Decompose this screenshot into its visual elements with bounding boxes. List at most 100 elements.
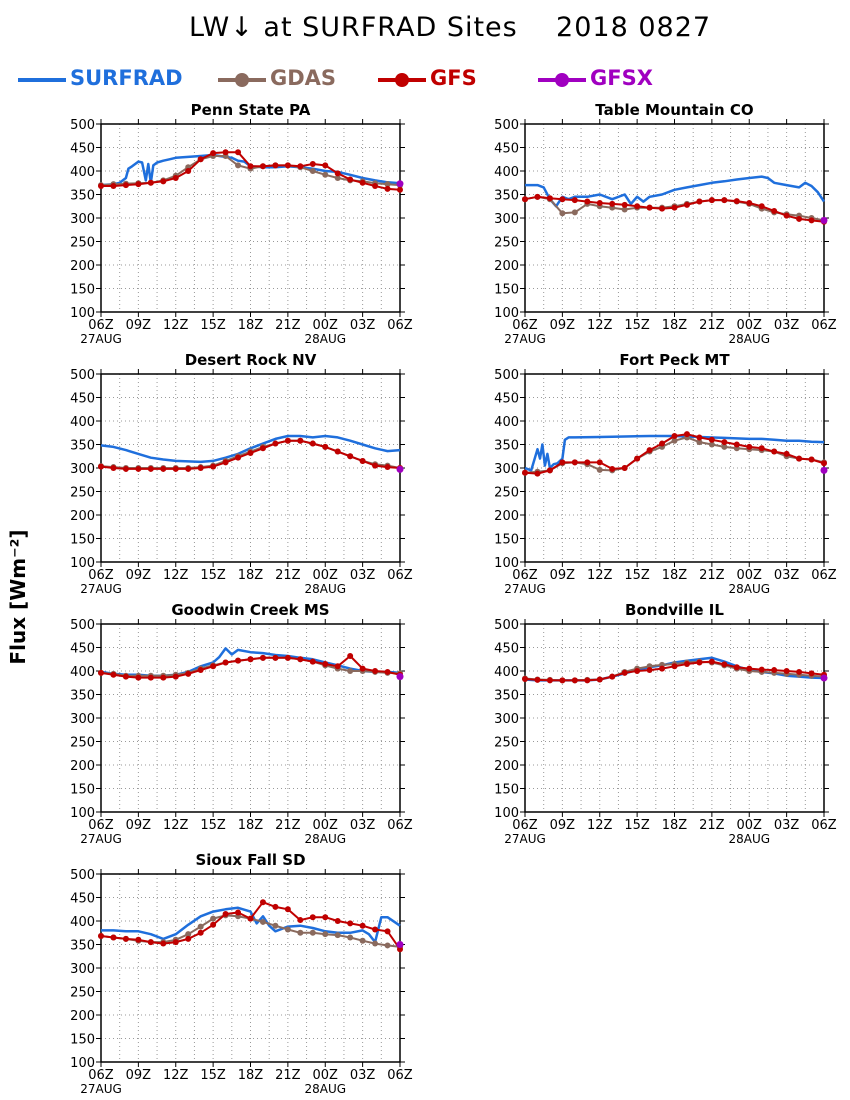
- data-point-gfs: [771, 667, 778, 674]
- y-tick-label: 200: [70, 509, 95, 524]
- data-point-gdas: [235, 162, 242, 169]
- x-tick-label: 18Z: [662, 318, 688, 333]
- x-date-label: 27AUG: [80, 582, 122, 596]
- data-point-gfs: [347, 920, 354, 927]
- legend-item-surfrad: SURFRAD: [18, 66, 208, 94]
- data-point-gfs: [297, 656, 304, 663]
- data-point-gfs: [534, 470, 541, 477]
- y-tick-label: 500: [70, 118, 95, 133]
- data-point-gfs: [147, 179, 154, 186]
- x-date-label: 27AUG: [80, 1082, 122, 1096]
- data-point-gfs: [609, 465, 616, 472]
- data-point-gfs: [771, 207, 778, 214]
- series-line-surfrad: [525, 175, 826, 208]
- data-point-gfs: [372, 183, 379, 190]
- data-point-gfs: [297, 917, 304, 924]
- data-point-gfs: [210, 463, 217, 470]
- x-tick-label: 15Z: [200, 1068, 226, 1083]
- x-tick-label: 06Z: [512, 568, 538, 583]
- x-date-label: 27AUG: [504, 332, 546, 346]
- data-point-gfs: [222, 910, 229, 917]
- data-point-gfs: [771, 448, 778, 455]
- data-point-gfs: [110, 183, 117, 190]
- data-point-gfsx: [820, 466, 828, 474]
- data-point-gfs: [185, 168, 192, 174]
- data-point-gdas: [272, 922, 279, 929]
- y-tick-label: 100: [70, 1056, 95, 1071]
- data-point-gfs: [297, 437, 304, 444]
- x-date-label: 28AUG: [304, 832, 346, 846]
- panel-title: Penn State PA: [191, 101, 311, 119]
- data-point-gdas: [309, 168, 316, 174]
- y-tick-label: 200: [494, 509, 519, 524]
- panel-sioux-fall-sd: Sioux Fall SD 100 150 200 250 300 350 400 450 500…: [70, 851, 413, 1096]
- y-tick-label: 350: [70, 939, 95, 954]
- data-point-gfs: [359, 457, 366, 464]
- data-point-gfs: [746, 199, 753, 206]
- y-tick-label: 250: [70, 736, 95, 751]
- x-tick-label: 12Z: [163, 1068, 189, 1083]
- data-point-gfs: [384, 928, 391, 935]
- x-tick-label: 03Z: [774, 818, 800, 833]
- data-point-gfs: [160, 178, 167, 185]
- data-point-gfs: [259, 654, 266, 661]
- data-point-gfs: [646, 667, 653, 674]
- data-point-gfs: [721, 439, 728, 446]
- x-tick-label: 21Z: [275, 818, 301, 833]
- panel-fort-peck-mt: Fort Peck MT 100 150 200 250 300 350 400 450 500 0…: [494, 351, 837, 596]
- x-tick-label: 15Z: [624, 568, 650, 583]
- y-tick-label: 500: [70, 868, 95, 883]
- data-point-gfs: [696, 659, 703, 666]
- data-point-gfs: [596, 676, 603, 683]
- data-point-gdas: [696, 439, 703, 446]
- data-point-gfs: [683, 431, 690, 438]
- data-point-gfs: [122, 673, 129, 680]
- panel-title: Desert Rock NV: [185, 351, 317, 369]
- data-point-gfs: [309, 160, 316, 167]
- data-point-gfs: [522, 675, 528, 682]
- x-date-label: 28AUG: [304, 1082, 346, 1096]
- data-point-gfs: [284, 162, 291, 169]
- data-point-gfs: [758, 445, 765, 452]
- x-tick-label: 12Z: [163, 568, 189, 583]
- data-point-gfs: [235, 909, 242, 916]
- data-point-gfs: [696, 198, 703, 205]
- data-point-gdas: [210, 915, 217, 922]
- x-tick-label: 03Z: [350, 568, 376, 583]
- data-point-gfs: [185, 670, 192, 677]
- data-point-gfs: [135, 674, 142, 681]
- x-tick-label: 15Z: [200, 568, 226, 583]
- x-date-label: 28AUG: [728, 332, 770, 346]
- panel-title: Bondville IL: [625, 601, 724, 619]
- legend-label-gfsx: GFSX: [590, 66, 653, 90]
- data-point-gdas: [708, 441, 715, 448]
- y-tick-label: 500: [494, 618, 519, 633]
- data-point-gfs: [397, 186, 403, 193]
- x-tick-label: 00Z: [313, 568, 339, 583]
- x-tick-label: 15Z: [200, 818, 226, 833]
- data-point-gfs: [372, 462, 379, 469]
- y-tick-label: 200: [70, 1009, 95, 1024]
- y-tick-label: 100: [494, 556, 519, 571]
- x-date-label: 27AUG: [80, 832, 122, 846]
- data-point-gfs: [783, 212, 790, 219]
- x-tick-label: 12Z: [163, 318, 189, 333]
- x-tick-label: 09Z: [126, 1068, 152, 1083]
- data-point-gfs: [222, 459, 229, 466]
- data-point-gfs: [272, 903, 279, 910]
- data-point-gfs: [160, 465, 167, 472]
- data-point-gfs: [272, 440, 279, 447]
- panel-title: Table Mountain CO: [595, 101, 753, 119]
- data-point-gfs: [609, 673, 616, 680]
- data-point-gfs: [671, 204, 678, 211]
- x-tick-label: 06Z: [88, 318, 114, 333]
- data-point-gfs: [160, 940, 167, 947]
- panel-title: Sioux Fall SD: [195, 851, 305, 869]
- data-point-gfs: [634, 668, 641, 674]
- data-point-gfs: [147, 465, 154, 472]
- x-tick-label: 06Z: [387, 568, 413, 583]
- data-point-gfs: [733, 198, 740, 205]
- y-tick-label: 450: [494, 642, 519, 657]
- x-tick-label: 15Z: [624, 818, 650, 833]
- data-point-gfs: [172, 175, 179, 182]
